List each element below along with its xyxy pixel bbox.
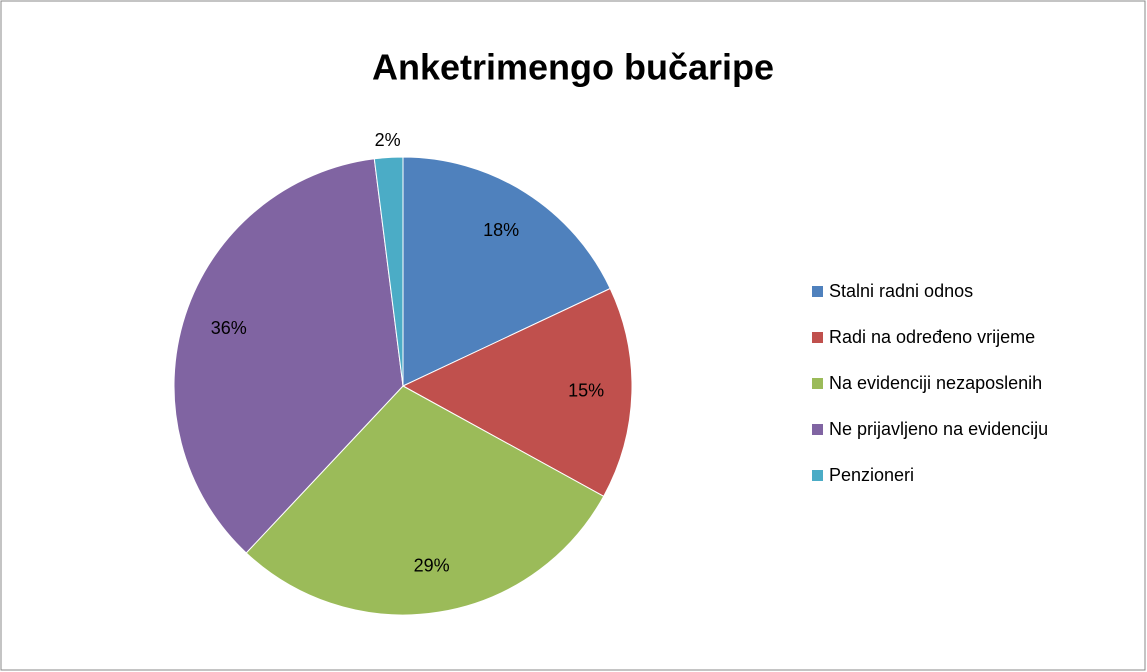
pie-slice (373, 156, 404, 387)
data-label: 15% (568, 381, 604, 401)
legend-label: Penzioneri (829, 465, 914, 485)
chart-title: Anketrimengo bučaripe (372, 47, 774, 88)
legend-swatch (812, 286, 823, 297)
pie-slice (402, 156, 611, 387)
legend-label: Radi na određeno vrijeme (829, 327, 1035, 347)
legend-swatch (812, 378, 823, 389)
legend-swatch (812, 332, 823, 343)
legend-swatch (812, 424, 823, 435)
pie-slice (173, 158, 404, 554)
data-label: 2% (375, 130, 401, 150)
legend-label: Stalni radni odnos (829, 281, 973, 301)
data-label: 36% (211, 318, 247, 338)
legend-label: Na evidenciji nezaposlenih (829, 373, 1042, 393)
pie-slice (245, 385, 605, 616)
legend-swatch (812, 470, 823, 481)
data-label: 29% (414, 556, 450, 576)
pie-slice (401, 287, 633, 498)
legend-label: Ne prijavljeno na evidenciju (829, 419, 1048, 439)
data-label: 18% (483, 220, 519, 240)
